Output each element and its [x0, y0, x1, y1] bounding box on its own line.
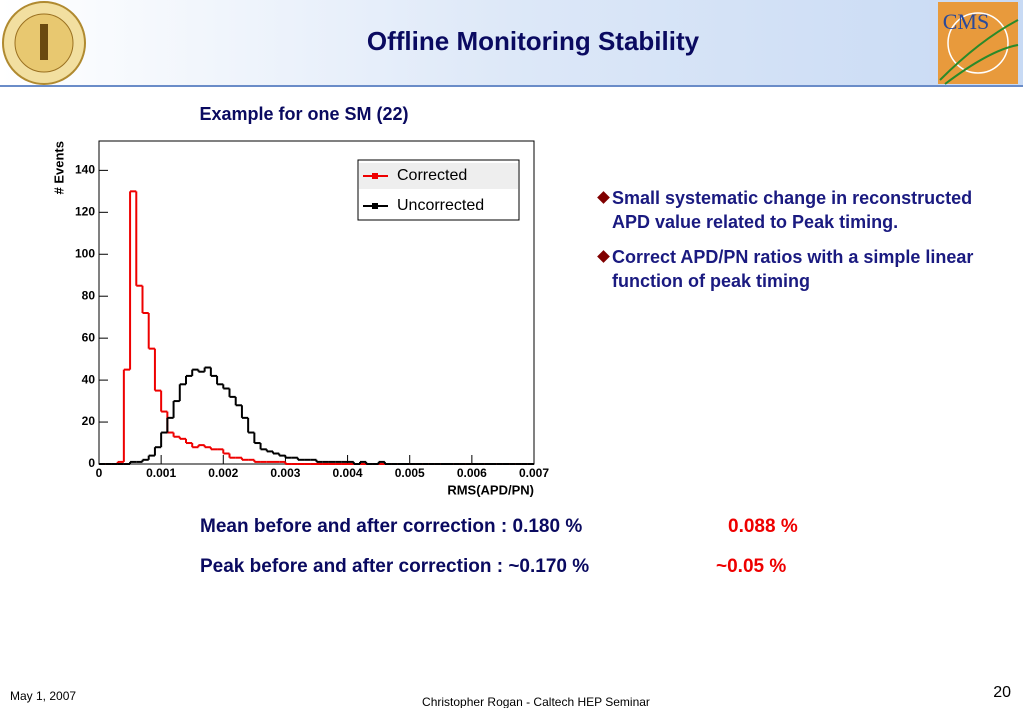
x-tick-label: 0.005 [395, 466, 425, 480]
page-number: 20 [993, 684, 1011, 701]
y-tick-label: 80 [82, 288, 96, 302]
y-tick-label: 140 [75, 163, 95, 177]
plot: 0 20 40 60 80 100 120 140 0 0.001 0.002 0.003 0.004 0… [51, 141, 549, 497]
chart-subtitle: Example for one SM (22) [199, 104, 408, 124]
bullet: Correct APD/PN ratios with a simple line… [598, 245, 1008, 293]
x-tick-label: 0.007 [519, 466, 549, 480]
x-tick-label: 0 [96, 466, 103, 480]
x-tick-label: 0.006 [457, 466, 487, 480]
mean-text: Mean before and after correction : 0.180… [200, 516, 582, 537]
y-tick-label: 40 [82, 372, 96, 386]
cms-logo: CMS [938, 2, 1019, 85]
legend-label: Corrected [397, 167, 467, 184]
y-tick-label: 60 [82, 330, 96, 344]
y-axis-label: # Events [51, 141, 66, 194]
y-tick-label: 120 [75, 204, 95, 218]
x-tick-label: 0.002 [208, 466, 238, 480]
y-tick-label: 100 [75, 246, 95, 260]
header-band [0, 0, 1023, 86]
peak-text: Peak before and after correction : ~0.17… [200, 556, 589, 577]
x-tick-label: 0.001 [146, 466, 176, 480]
x-tick-label: 0.004 [333, 466, 363, 480]
legend-marker [372, 203, 378, 209]
legend-marker [372, 173, 378, 179]
slide-title: Offline Monitoring Stability [367, 26, 700, 56]
bullet: Small systematic change in reconstructed… [598, 186, 1008, 234]
legend-label: Uncorrected [397, 197, 484, 214]
y-tick-label: 20 [82, 414, 96, 428]
peak-after: ~0.05 % [716, 556, 786, 577]
footer-author: Christopher Rogan - Caltech HEP Seminar [422, 695, 650, 708]
y-tick-label: 0 [88, 456, 95, 470]
bullet-list: Small systematic change in reconstructed… [598, 186, 1008, 304]
x-axis-label: RMS(APD/PN) [447, 482, 534, 497]
footer-date: May 1, 2007 [10, 689, 76, 703]
logo-text: CMS [943, 9, 989, 34]
x-tick-label: 0.003 [270, 466, 300, 480]
mean-after: 0.088 % [728, 516, 798, 537]
caltech-seal [2, 1, 86, 85]
